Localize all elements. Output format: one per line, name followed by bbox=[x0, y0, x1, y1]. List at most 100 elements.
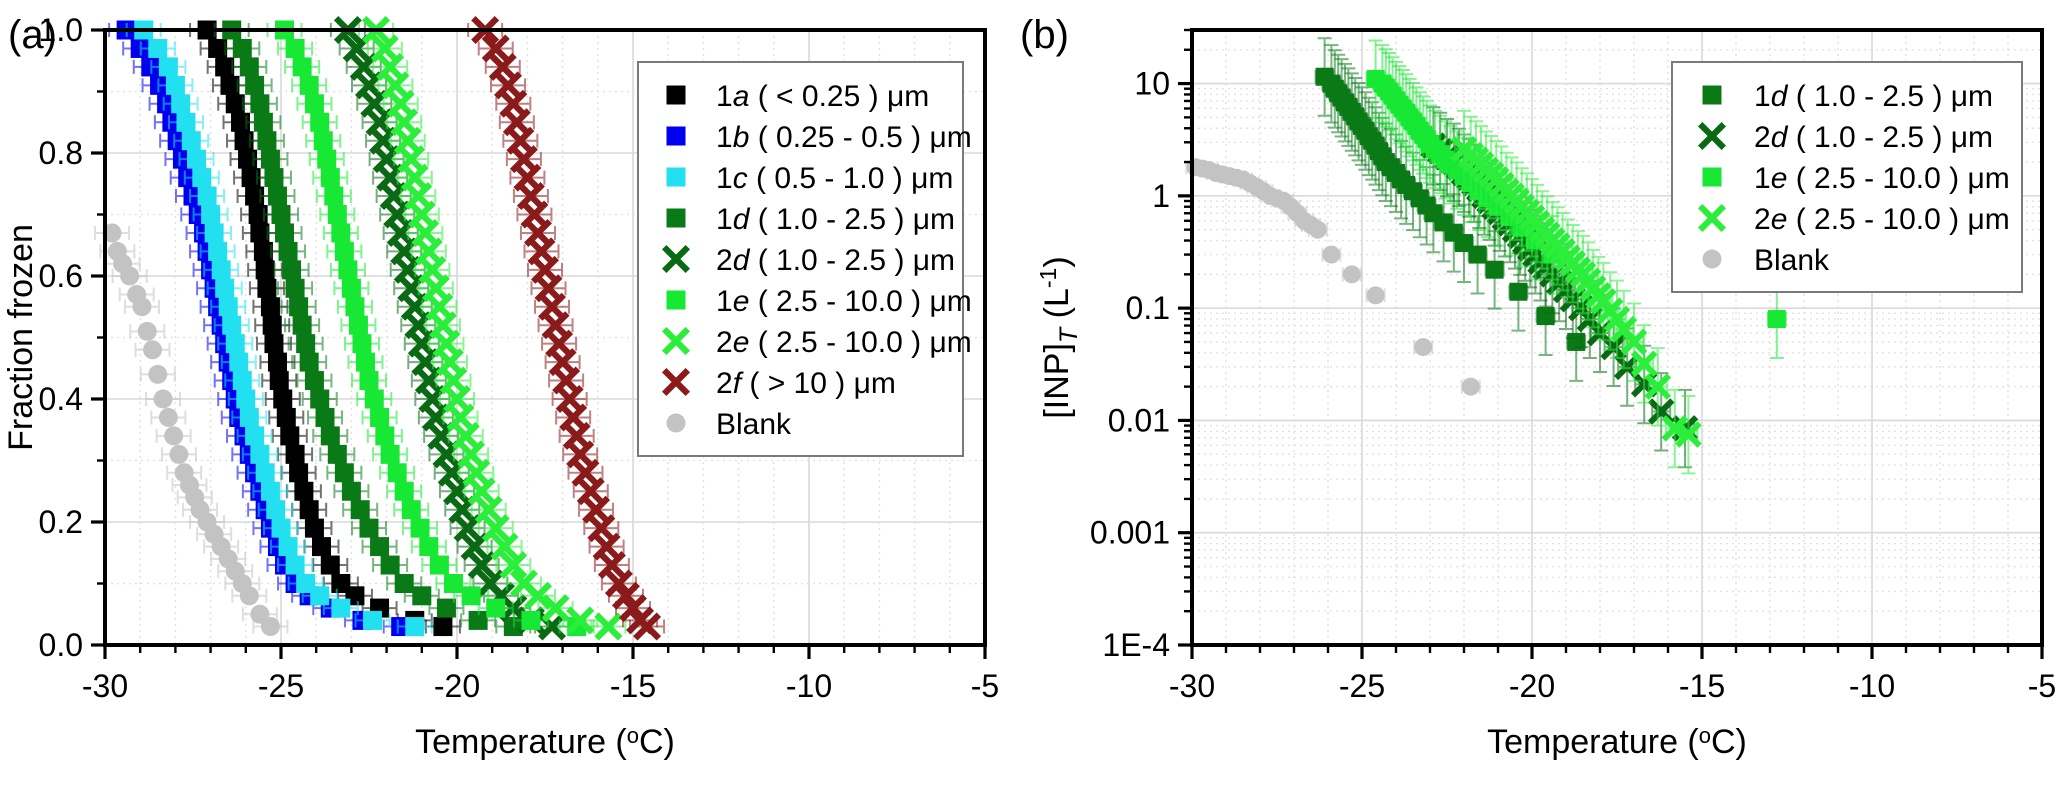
data-point bbox=[499, 551, 528, 580]
legend-label: 1a ( < 0.25 ) μm bbox=[716, 80, 929, 113]
legend-marker-cross bbox=[662, 368, 690, 396]
data-point bbox=[208, 38, 228, 58]
data-point bbox=[143, 340, 163, 360]
data-point bbox=[334, 463, 354, 483]
series-2e-2-5-10-0-m bbox=[1450, 109, 1702, 475]
data-point bbox=[355, 352, 375, 372]
data-point bbox=[218, 297, 238, 317]
y-axis-title: [INP]T (L-1) bbox=[1035, 256, 1083, 418]
data-point bbox=[348, 315, 368, 335]
y-tick-label: 0.1 bbox=[1126, 290, 1170, 326]
data-point bbox=[148, 38, 168, 58]
data-point bbox=[245, 186, 265, 206]
data-point bbox=[248, 205, 268, 224]
data-point bbox=[169, 444, 189, 464]
data-point bbox=[1675, 421, 1702, 448]
data-point bbox=[250, 604, 270, 624]
data-point bbox=[1468, 245, 1487, 264]
data-point bbox=[245, 75, 265, 95]
legend-label: 1e ( 2.5 - 10.0 ) μm bbox=[716, 285, 972, 318]
data-point bbox=[262, 315, 282, 335]
legend-item[interactable] bbox=[1702, 249, 1722, 269]
data-point bbox=[370, 537, 390, 557]
legend-item[interactable] bbox=[666, 413, 686, 433]
data-point bbox=[327, 205, 347, 224]
data-point bbox=[474, 495, 503, 524]
legend-marker-square bbox=[666, 208, 686, 228]
data-point bbox=[220, 75, 240, 95]
legend-item[interactable] bbox=[1702, 85, 1722, 105]
data-point bbox=[1767, 310, 1786, 329]
data-point bbox=[364, 389, 384, 409]
legend-item[interactable] bbox=[666, 167, 686, 187]
legend-item[interactable] bbox=[1698, 122, 1726, 150]
data-point bbox=[236, 389, 256, 409]
data-point bbox=[102, 223, 122, 243]
data-point bbox=[317, 149, 337, 169]
legend-item[interactable] bbox=[1698, 204, 1726, 232]
data-point bbox=[310, 586, 330, 606]
data-point bbox=[304, 371, 324, 391]
legend-item[interactable] bbox=[662, 245, 690, 273]
series-1d-1-0-2-5-m bbox=[1314, 37, 1587, 382]
x-axis-title: Temperature (oC) bbox=[415, 723, 675, 761]
y-tick-label: 0.2 bbox=[39, 504, 83, 540]
data-point bbox=[320, 168, 340, 188]
data-point bbox=[381, 71, 410, 100]
data-point bbox=[490, 532, 519, 561]
data-point bbox=[1536, 307, 1555, 326]
data-point bbox=[436, 598, 456, 618]
legend-label: 2d ( 1.0 - 2.5 ) μm bbox=[1754, 121, 1993, 154]
data-point bbox=[451, 421, 480, 450]
legend-item[interactable] bbox=[662, 368, 690, 396]
data-point bbox=[215, 278, 235, 298]
data-point bbox=[153, 389, 173, 409]
y-tick-label: 0.4 bbox=[39, 381, 83, 417]
data-point bbox=[253, 241, 273, 261]
legend-label: 1d ( 1.0 - 2.5 ) μm bbox=[1754, 80, 1993, 113]
data-point bbox=[120, 266, 140, 286]
data-point bbox=[460, 532, 489, 561]
data-point bbox=[334, 241, 354, 261]
data-point bbox=[1620, 328, 1648, 356]
legend-marker-circle bbox=[666, 413, 686, 433]
data-point bbox=[171, 94, 191, 114]
legend-item[interactable] bbox=[666, 85, 686, 105]
data-point bbox=[273, 389, 293, 409]
data-point bbox=[1342, 265, 1361, 284]
legend-item[interactable] bbox=[662, 327, 690, 355]
data-point bbox=[453, 514, 482, 543]
data-point bbox=[148, 364, 168, 384]
legend-marker-cross bbox=[1698, 204, 1726, 232]
data-point bbox=[232, 371, 252, 391]
data-point bbox=[394, 574, 414, 593]
data-point bbox=[370, 407, 390, 427]
data-point bbox=[260, 617, 280, 637]
data-point bbox=[264, 168, 284, 188]
data-point bbox=[137, 321, 157, 341]
data-point bbox=[239, 407, 259, 427]
data-point bbox=[201, 205, 221, 224]
data-point bbox=[255, 463, 275, 483]
data-point bbox=[164, 426, 184, 446]
legend-item[interactable] bbox=[666, 208, 686, 228]
data-point bbox=[571, 458, 600, 487]
data-point bbox=[481, 34, 510, 63]
data-point bbox=[433, 617, 453, 637]
x-tick-label: -15 bbox=[1679, 668, 1725, 704]
legend-item[interactable] bbox=[1702, 167, 1722, 187]
series-2d-1-0-2-5-m bbox=[329, 16, 571, 641]
data-point bbox=[467, 551, 496, 580]
data-point bbox=[320, 426, 340, 446]
series-1d-1-0-2-5-m bbox=[213, 20, 532, 637]
legend-item[interactable] bbox=[666, 290, 686, 310]
data-point bbox=[260, 481, 280, 501]
x-tick-label: -10 bbox=[786, 668, 832, 704]
data-point bbox=[181, 131, 201, 151]
y-axis-title: Fraction frozen bbox=[2, 224, 40, 451]
data-point bbox=[320, 555, 340, 575]
data-point bbox=[285, 555, 305, 575]
legend-item[interactable] bbox=[666, 126, 686, 146]
legend-marker-square bbox=[666, 167, 686, 187]
data-point bbox=[282, 260, 302, 280]
